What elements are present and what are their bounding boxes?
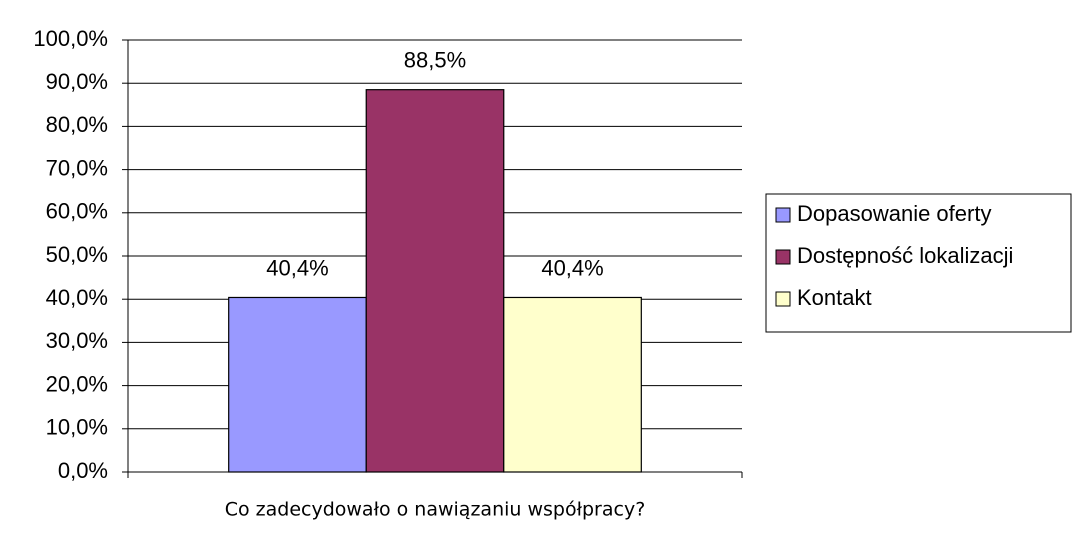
legend-box (765, 193, 1072, 333)
y-tick-label: 10,0% (46, 415, 108, 440)
y-tick-label: 0,0% (58, 458, 108, 483)
bar (503, 296, 642, 473)
y-tick-label: 70,0% (46, 155, 108, 180)
legend-label: Kontakt (797, 285, 872, 310)
legend-label: Dostępność lokalizacji (797, 243, 1013, 268)
y-tick-label: 40,0% (46, 285, 108, 310)
y-tick-label: 100,0% (33, 26, 108, 51)
y-tick-label: 90,0% (46, 69, 108, 94)
bar (365, 89, 505, 473)
y-tick-label: 60,0% (46, 199, 108, 224)
y-tick-label: 20,0% (46, 371, 108, 396)
bar (228, 296, 367, 473)
data-label: 40,4% (541, 255, 603, 280)
y-tick-label: 50,0% (46, 242, 108, 267)
legend-swatch (775, 291, 791, 307)
legend-swatch (775, 249, 791, 265)
y-tick-label: 80,0% (46, 112, 108, 137)
data-label: 88,5% (404, 47, 466, 72)
legend-label: Dopasowanie oferty (797, 201, 991, 226)
y-tick-label: 30,0% (46, 328, 108, 353)
legend-swatch (775, 207, 791, 223)
data-label: 40,4% (266, 255, 328, 280)
x-tick-label: Co zadecydowało o nawiązaniu współpracy? (225, 499, 646, 521)
